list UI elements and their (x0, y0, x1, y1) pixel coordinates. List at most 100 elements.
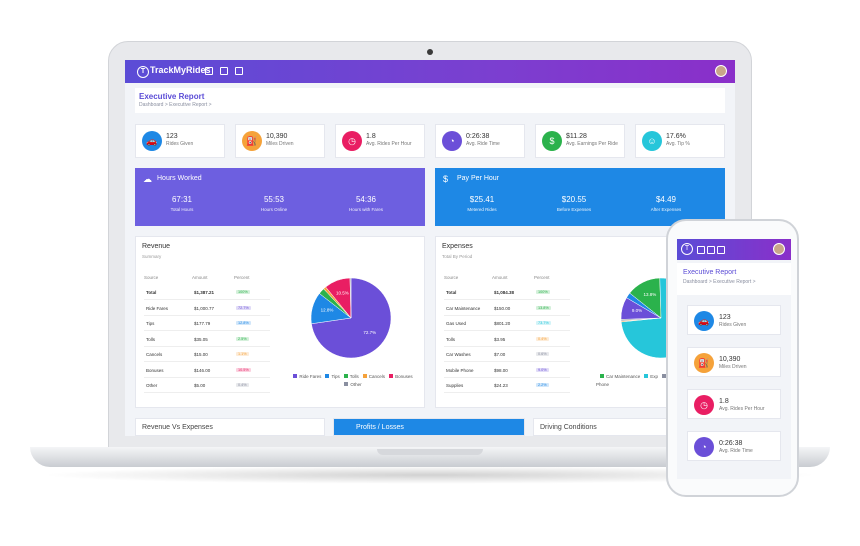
dollar-icon: $ (443, 174, 449, 184)
legend-label: Tolls (349, 374, 359, 379)
legend-label: Tips (331, 374, 340, 379)
stat-icon: 🚗 (694, 311, 714, 331)
row-percent-badge: 12.8% (236, 321, 251, 325)
stat-label: Avg. Ride Time (719, 448, 753, 454)
stat-card[interactable]: $ $11.28 Avg. Earnings Per Ride (535, 124, 625, 158)
row-percent-badge: 9.0% (536, 367, 549, 372)
laptop-shadow (40, 466, 820, 484)
row-amount: $801.20 (494, 321, 511, 326)
row-source: Cancels (146, 352, 163, 357)
table-row[interactable]: Bonuses $146.00 10.5% (144, 363, 270, 378)
table-header: Percent (534, 275, 550, 280)
row-amount: $1,387.21 (194, 290, 215, 295)
profits-losses-card[interactable]: Profits / Losses (333, 418, 525, 436)
laptop-camera (427, 49, 433, 55)
table-row[interactable]: Other $5.00 0.4% (144, 378, 270, 393)
row-amount: $177.79 (194, 321, 211, 326)
pie-slice[interactable] (626, 292, 662, 319)
legend-swatch (644, 374, 649, 378)
row-amount: $5.00 (194, 383, 206, 388)
table-row[interactable]: Ride Fares $1,000.77 72.7% (144, 301, 270, 316)
phone-navbar: T (677, 239, 791, 260)
user-avatar[interactable] (715, 65, 727, 77)
revenue-legend: Ride Fares Tips Tolls Cancels Bonuses Other (286, 373, 416, 389)
bar-chart-icon[interactable] (205, 67, 213, 75)
car-icon[interactable] (707, 246, 715, 254)
stat-value: 123 (719, 314, 731, 321)
car-icon[interactable] (220, 67, 228, 75)
breadcrumb[interactable]: Dashboard > Executive Report > (683, 279, 756, 285)
phone-stat-card[interactable]: ⛽ 10,390 Miles Driven (687, 347, 781, 377)
legend-label: Exp (650, 374, 659, 379)
table-row[interactable]: Total $1,387.21 100% (144, 285, 270, 300)
money-icon[interactable] (717, 246, 725, 254)
money-icon[interactable] (235, 67, 243, 75)
table-row[interactable]: Tips $177.79 12.8% (144, 316, 270, 331)
legend-label: Car Maintenance (606, 374, 641, 379)
pie-slice[interactable] (349, 277, 352, 319)
banner-label: Hours with Fares (348, 207, 383, 212)
legend-swatch (343, 374, 348, 378)
table-row[interactable]: Supplies $24.23 2.2% (444, 378, 570, 393)
table-header: Percent (234, 275, 250, 280)
legend-label: Other (350, 382, 362, 387)
phone-stat-card[interactable]: ◔ 0:26:38 Avg. Ride Time (687, 431, 781, 461)
row-amount: $146.00 (194, 367, 211, 373)
table-row[interactable]: Car Maintenance $150.00 13.8% (444, 301, 570, 316)
car-icon: 🚗 (142, 131, 162, 151)
row-percent-badge: 2.5% (236, 336, 249, 341)
legend-swatch (600, 374, 604, 378)
banner-value: 55:53 (263, 195, 285, 204)
legend-swatch (662, 374, 667, 378)
stat-value: 0:26:38 (719, 440, 743, 447)
table-row[interactable]: Tolls $3.95 0.4% (444, 332, 570, 347)
stat-card[interactable]: 🚗 123 Rides Given (135, 124, 225, 158)
stat-card[interactable]: ☺ 17.6% Avg. Tip % (635, 124, 725, 158)
banner-value: $4.49 (655, 195, 677, 204)
stat-card[interactable]: ⛽ 10,390 Miles Driven (235, 124, 325, 158)
table-header: Source (144, 275, 159, 280)
phone-stat-card[interactable]: 🚗 123 Rides Given (687, 305, 781, 335)
row-amount: $1,084.38 (494, 290, 515, 295)
row-percent-badge: 0.4% (236, 383, 249, 387)
legend-swatch (389, 374, 394, 378)
stat-label: Avg. Rides Per Hour (366, 141, 412, 147)
table-row[interactable]: Gas Used $801.20 73.7% (444, 316, 570, 331)
laptop-notch (377, 449, 483, 455)
panel-title: Revenue (142, 243, 171, 250)
table-row[interactable]: Cancels $15.00 1.1% (144, 347, 270, 362)
dollar-icon: $ (542, 131, 562, 151)
user-avatar[interactable] (773, 243, 785, 255)
phone-stat-card[interactable]: ◷ 1.8 Avg. Rides Per Hour (687, 389, 781, 419)
app-logo[interactable]: T TrackMyRides (137, 65, 211, 78)
phone-screen: T Executive Report Dashboard > Executive… (677, 239, 791, 479)
table-row[interactable]: Tolls $35.05 2.5% (144, 332, 270, 347)
hours-worked-banner: ☁ Hours Worked 67:31 Total Hours 55:53 Hour… (135, 168, 425, 226)
row-amount: $35.05 (194, 336, 208, 342)
legend-label: Cancels (368, 374, 386, 379)
bar-chart-icon[interactable] (697, 246, 705, 254)
row-percent-badge: 1.1% (236, 352, 249, 356)
page-header: Executive Report Dashboard > Executive R… (135, 88, 725, 113)
table-header: Amount (192, 275, 208, 280)
stat-label: Avg. Rides Per Hour (719, 406, 765, 412)
stat-card[interactable]: ◔ 0:26:38 Avg. Ride Time (435, 124, 525, 158)
row-amount: $150.00 (494, 305, 511, 311)
stat-card[interactable]: ◷ 1.8 Avg. Rides Per Hour (335, 124, 425, 158)
row-amount: $7.00 (494, 352, 506, 357)
stat-label: Avg. Tip % (666, 141, 690, 147)
table-row[interactable]: Total $1,084.38 100% (444, 285, 570, 300)
table-header: Source (444, 275, 459, 280)
page-title: Executive Report (139, 92, 205, 101)
clock-icon: ◷ (342, 131, 362, 151)
table-row[interactable]: Car Washes $7.00 0.6% (444, 347, 570, 362)
table-row[interactable]: Mobile Phone $98.00 9.0% (444, 363, 570, 378)
laptop-base (30, 447, 830, 467)
row-source: Car Maintenance (446, 305, 481, 311)
banner-value: $20.55 (561, 195, 587, 204)
page-title: Executive Report (683, 269, 737, 276)
row-source: Supplies (446, 383, 464, 388)
phone-logo[interactable]: T (681, 243, 693, 255)
breadcrumb[interactable]: Dashboard > Executive Report > (139, 102, 212, 108)
revenue-vs-expenses-card[interactable]: Revenue Vs Expenses (135, 418, 325, 436)
